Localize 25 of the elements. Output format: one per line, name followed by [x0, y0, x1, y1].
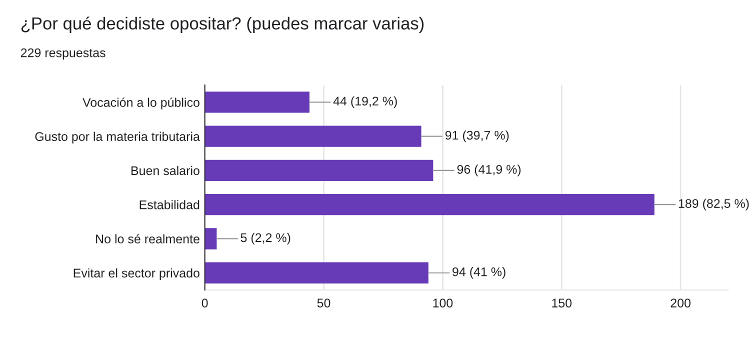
x-tick-label: 0	[202, 298, 208, 308]
chart-title: ¿Por qué decidiste opositar? (puedes marcar varias)	[21, 16, 424, 34]
bar	[204, 262, 428, 284]
bar	[204, 194, 654, 216]
x-tick-label: 200	[670, 298, 691, 308]
bar	[204, 228, 217, 250]
data-label: 96 (41,9 %)	[457, 164, 521, 176]
data-label: 91 (39,7 %)	[445, 130, 509, 142]
y-tick-label: Gusto por la materia tributaria	[35, 132, 200, 144]
x-tick-label: 150	[552, 298, 572, 308]
y-tick-label: Estabilidad	[140, 200, 200, 210]
data-label: 189 (82,5 %)	[678, 198, 749, 210]
bar	[204, 160, 434, 182]
y-tick-label: No lo sé realmente	[96, 234, 200, 244]
data-label: 94 (41 %)	[452, 267, 506, 279]
data-label: 44 (19,2 %)	[333, 96, 397, 108]
y-tick-label: Buen salario	[131, 166, 200, 176]
bar	[204, 92, 310, 113]
x-tick-label: 100	[433, 298, 453, 308]
x-tick-label: 50	[317, 298, 330, 308]
y-tick-label: Vocación a lo público	[82, 98, 200, 110]
data-label: 5 (2,2 %)	[240, 232, 290, 245]
y-tick-label: Evitar el sector privado	[74, 268, 200, 280]
text: 229 respuestas	[20, 48, 106, 60]
bar	[204, 126, 422, 147]
